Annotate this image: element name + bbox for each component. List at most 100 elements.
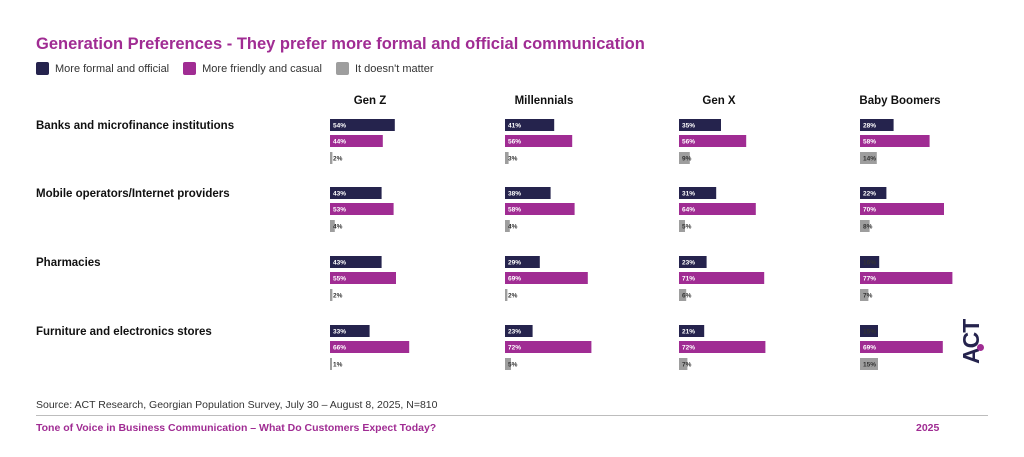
- row-label-pharmacies: Pharmacies: [36, 257, 101, 269]
- bar-label-friendly-gen-x-row1: 56%: [682, 139, 695, 146]
- bar-label-formal-gen-x-row4: 21%: [682, 329, 695, 336]
- bar-neutral-baby-boomers-row4: [860, 358, 878, 370]
- footer-year: 2025: [916, 422, 940, 434]
- bar-label-formal-millennials-row3: 29%: [508, 260, 521, 267]
- legend-swatch-neutral: [335, 62, 349, 75]
- bar-label-neutral-millennials-row1: 3%: [508, 156, 518, 163]
- bar-formal-gen-x-row1: [679, 119, 721, 131]
- bar-label-friendly-gen-z-row3: 55%: [333, 276, 346, 283]
- bar-label-friendly-gen-z-row1: 44%: [333, 139, 346, 146]
- bar-chart: 54% 44% 2% 41% 56% 3% 35% 56% 9% 28% 58% 14% 43% 53% 4…: [330, 119, 953, 370]
- act-logo: ACT: [938, 320, 1008, 412]
- bar-label-formal-gen-z-row3: 43%: [333, 260, 346, 267]
- bar-label-neutral-gen-z-row4: 1%: [333, 362, 343, 369]
- bar-label-neutral-baby-boomers-row4: 15%: [863, 362, 876, 369]
- bar-label-friendly-millennials-row2: 58%: [508, 207, 521, 214]
- bar-formal-millennials-row3: [505, 256, 540, 268]
- bar-friendly-baby-boomers-row1: [860, 135, 930, 147]
- column-header-millennials: Millennials: [514, 95, 574, 107]
- bar-neutral-millennials-row2: [505, 220, 510, 232]
- bar-friendly-gen-z-row2: [330, 203, 394, 215]
- row-label-mobile-operators: Mobile operators/Internet providers: [36, 188, 230, 200]
- bar-label-friendly-gen-x-row2: 64%: [682, 207, 695, 214]
- bar-friendly-baby-boomers-row4: [860, 341, 943, 353]
- bar-label-formal-gen-x-row3: 23%: [682, 260, 695, 267]
- bar-friendly-millennials-row1: [505, 135, 573, 147]
- bar-formal-gen-x-row4: [679, 325, 705, 337]
- bar-label-neutral-gen-x-row4: 7%: [682, 362, 692, 369]
- bar-formal-gen-z-row1: [330, 119, 395, 131]
- bar-label-neutral-gen-z-row1: 2%: [333, 156, 343, 163]
- bar-label-friendly-millennials-row1: 56%: [508, 139, 521, 146]
- legend: More formal and official More friendly a…: [36, 62, 434, 75]
- bar-neutral-gen-z-row2: [330, 220, 335, 232]
- bar-formal-baby-boomers-row3: [860, 256, 880, 268]
- bar-label-friendly-gen-z-row2: 53%: [333, 207, 346, 214]
- bar-neutral-millennials-row4: [505, 358, 511, 370]
- logo-dot: [977, 344, 984, 351]
- bar-label-formal-baby-boomers-row4: 15%: [863, 329, 876, 336]
- bar-formal-gen-z-row4: [330, 325, 370, 337]
- bar-formal-millennials-row2: [505, 187, 551, 199]
- bar-friendly-baby-boomers-row2: [860, 203, 944, 215]
- bar-neutral-baby-boomers-row1: [860, 152, 877, 164]
- bar-label-neutral-millennials-row4: 5%: [508, 362, 518, 369]
- bar-label-friendly-gen-z-row4: 66%: [333, 345, 346, 352]
- bar-label-friendly-baby-boomers-row1: 58%: [863, 139, 876, 146]
- bar-friendly-millennials-row3: [505, 272, 588, 284]
- bar-formal-baby-boomers-row2: [860, 187, 887, 199]
- bar-formal-millennials-row4: [505, 325, 533, 337]
- legend-item-neutral: It doesn't matter: [335, 62, 434, 75]
- bar-neutral-baby-boomers-row3: [860, 289, 869, 301]
- bar-friendly-gen-z-row4: [330, 341, 410, 353]
- bar-label-neutral-baby-boomers-row3: 7%: [863, 293, 873, 300]
- chart-title: Generation Preferences - They prefer mor…: [36, 35, 645, 53]
- bar-neutral-gen-x-row3: [679, 289, 687, 301]
- bar-label-formal-millennials-row2: 38%: [508, 191, 521, 198]
- bar-label-friendly-baby-boomers-row2: 70%: [863, 207, 876, 214]
- legend-label-friendly: More friendly and casual: [202, 62, 322, 75]
- bar-label-formal-millennials-row4: 23%: [508, 329, 521, 336]
- bar-label-neutral-millennials-row3: 2%: [508, 293, 518, 300]
- bar-label-neutral-gen-x-row2: 5%: [682, 224, 692, 231]
- column-header-gen-x: Gen X: [702, 95, 736, 107]
- bar-label-neutral-baby-boomers-row1: 14%: [863, 156, 876, 163]
- bar-friendly-gen-x-row3: [679, 272, 765, 284]
- legend-item-formal: More formal and official: [36, 62, 169, 75]
- bar-formal-gen-z-row3: [330, 256, 382, 268]
- bar-label-friendly-baby-boomers-row3: 77%: [863, 276, 876, 283]
- bar-friendly-gen-x-row2: [679, 203, 756, 215]
- bar-label-formal-gen-z-row1: 54%: [333, 123, 346, 130]
- bar-formal-baby-boomers-row1: [860, 119, 894, 131]
- bar-friendly-gen-z-row3: [330, 272, 396, 284]
- bar-label-neutral-baby-boomers-row2: 8%: [863, 224, 873, 231]
- bar-label-neutral-gen-x-row1: 9%: [682, 156, 692, 163]
- bar-neutral-gen-z-row1: [330, 152, 333, 164]
- bar-friendly-gen-x-row1: [679, 135, 747, 147]
- bar-neutral-millennials-row3: [505, 289, 508, 301]
- source-note: Source: ACT Research, Georgian Populatio…: [36, 399, 438, 411]
- bar-formal-gen-x-row2: [679, 187, 717, 199]
- bar-label-formal-millennials-row1: 41%: [508, 123, 521, 130]
- bar-friendly-gen-x-row4: [679, 341, 766, 353]
- bar-neutral-gen-x-row4: [679, 358, 688, 370]
- bar-label-neutral-gen-z-row3: 2%: [333, 293, 343, 300]
- bar-neutral-gen-z-row4: [330, 358, 332, 370]
- row-label-furniture-electronics: Furniture and electronics stores: [36, 326, 212, 338]
- footer-divider: [36, 415, 988, 416]
- bar-label-formal-baby-boomers-row1: 28%: [863, 123, 876, 130]
- row-label-banks: Banks and microfinance institutions: [36, 120, 235, 132]
- legend-swatch-formal: [36, 62, 49, 75]
- bar-formal-millennials-row1: [505, 119, 555, 131]
- bar-label-neutral-millennials-row2: 4%: [508, 224, 518, 231]
- column-header-baby-boomers: Baby Boomers: [859, 95, 941, 107]
- column-header-gen-z: Gen Z: [353, 95, 387, 107]
- bar-label-friendly-gen-x-row3: 71%: [682, 276, 695, 283]
- bar-neutral-millennials-row1: [505, 152, 509, 164]
- bar-label-friendly-millennials-row4: 72%: [508, 345, 521, 352]
- bar-formal-gen-x-row3: [679, 256, 707, 268]
- bar-label-formal-baby-boomers-row2: 22%: [863, 191, 876, 198]
- legend-label-formal: More formal and official: [55, 62, 170, 75]
- bar-friendly-millennials-row4: [505, 341, 592, 353]
- bar-friendly-millennials-row2: [505, 203, 575, 215]
